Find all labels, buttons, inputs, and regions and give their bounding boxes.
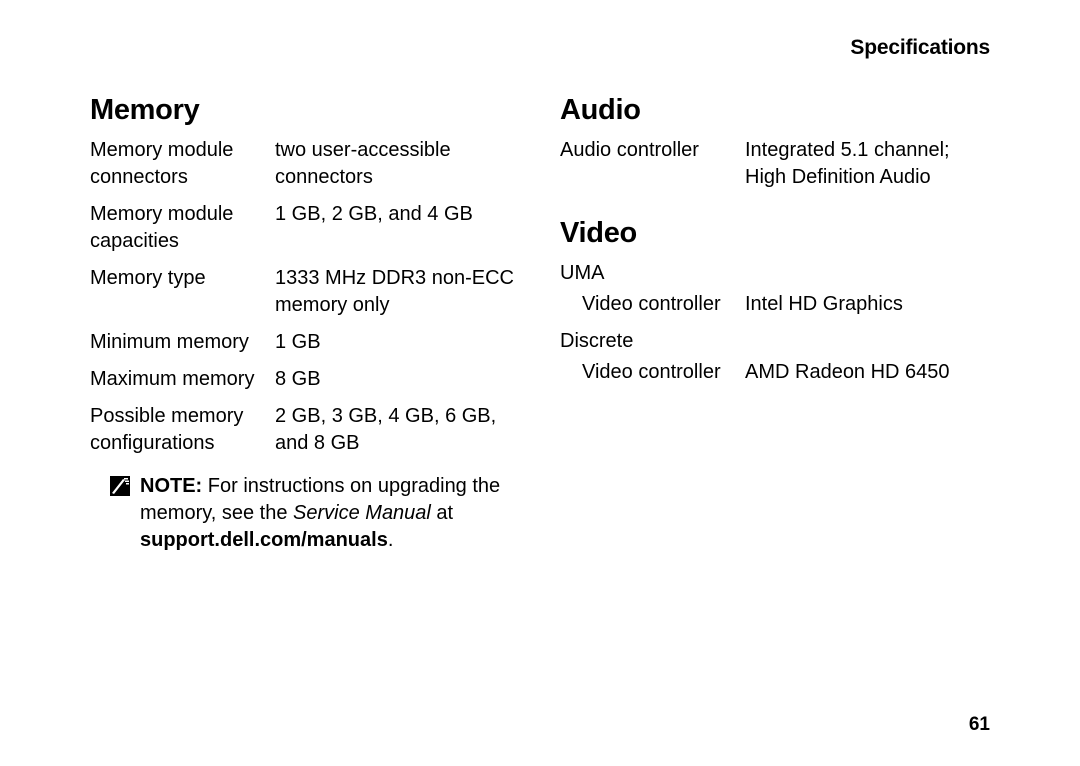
- spec-label: Possible memory configurations: [90, 403, 275, 457]
- spec-value: Intel HD Graphics: [745, 291, 990, 318]
- spec-row: Video controller Intel HD Graphics: [582, 291, 990, 318]
- spec-row: Minimum memory 1 GB: [90, 329, 520, 356]
- note-icon: [110, 476, 130, 496]
- spec-row: Audio controller Integrated 5.1 channel;…: [560, 137, 990, 191]
- spec-label: Minimum memory: [90, 329, 275, 356]
- note-block: NOTE: For instructions on upgrading the …: [110, 473, 520, 554]
- spec-row: Video controller AMD Radeon HD 6450: [582, 359, 990, 386]
- spec-row: Memory module capacities 1 GB, 2 GB, and…: [90, 201, 520, 255]
- note-text: NOTE: For instructions on upgrading the …: [140, 473, 520, 554]
- spec-value: Integrated 5.1 channel; High Definition …: [745, 137, 990, 191]
- video-heading: Video: [560, 217, 990, 250]
- memory-section: Memory Memory module connectors two user…: [90, 94, 520, 554]
- spec-value: 1333 MHz DDR3 non-ECC memory only: [275, 265, 520, 319]
- spec-row: Possible memory configurations 2 GB, 3 G…: [90, 403, 520, 457]
- spec-label: Memory type: [90, 265, 275, 319]
- spec-row: Memory type 1333 MHz DDR3 non-ECC memory…: [90, 265, 520, 319]
- spec-row: Memory module connectors two user-access…: [90, 137, 520, 191]
- spec-value: two user-accessible connectors: [275, 137, 520, 191]
- note-service-manual: Service Manual: [293, 502, 431, 524]
- note-link: support.dell.com/manuals: [140, 529, 388, 551]
- spec-label: Audio controller: [560, 137, 745, 191]
- spec-value: 1 GB: [275, 329, 520, 356]
- spec-row: Maximum memory 8 GB: [90, 366, 520, 393]
- page-header: Specifications: [90, 36, 990, 60]
- spec-value: 8 GB: [275, 366, 520, 393]
- right-column: Audio Audio controller Integrated 5.1 ch…: [560, 94, 990, 554]
- spec-label: Memory module connectors: [90, 137, 275, 191]
- uma-label: UMA: [560, 260, 990, 287]
- discrete-label: Discrete: [560, 328, 990, 355]
- note-label: NOTE:: [140, 475, 202, 497]
- note-period: .: [388, 529, 394, 551]
- audio-heading: Audio: [560, 94, 990, 127]
- spec-value: 2 GB, 3 GB, 4 GB, 6 GB, and 8 GB: [275, 403, 520, 457]
- spec-value: AMD Radeon HD 6450: [745, 359, 990, 386]
- note-body-2: at: [431, 502, 453, 524]
- spec-label: Memory module capacities: [90, 201, 275, 255]
- spec-label: Maximum memory: [90, 366, 275, 393]
- page-number: 61: [969, 714, 990, 736]
- spec-label: Video controller: [582, 359, 745, 386]
- spec-label: Video controller: [582, 291, 745, 318]
- spec-value: 1 GB, 2 GB, and 4 GB: [275, 201, 520, 255]
- memory-heading: Memory: [90, 94, 520, 127]
